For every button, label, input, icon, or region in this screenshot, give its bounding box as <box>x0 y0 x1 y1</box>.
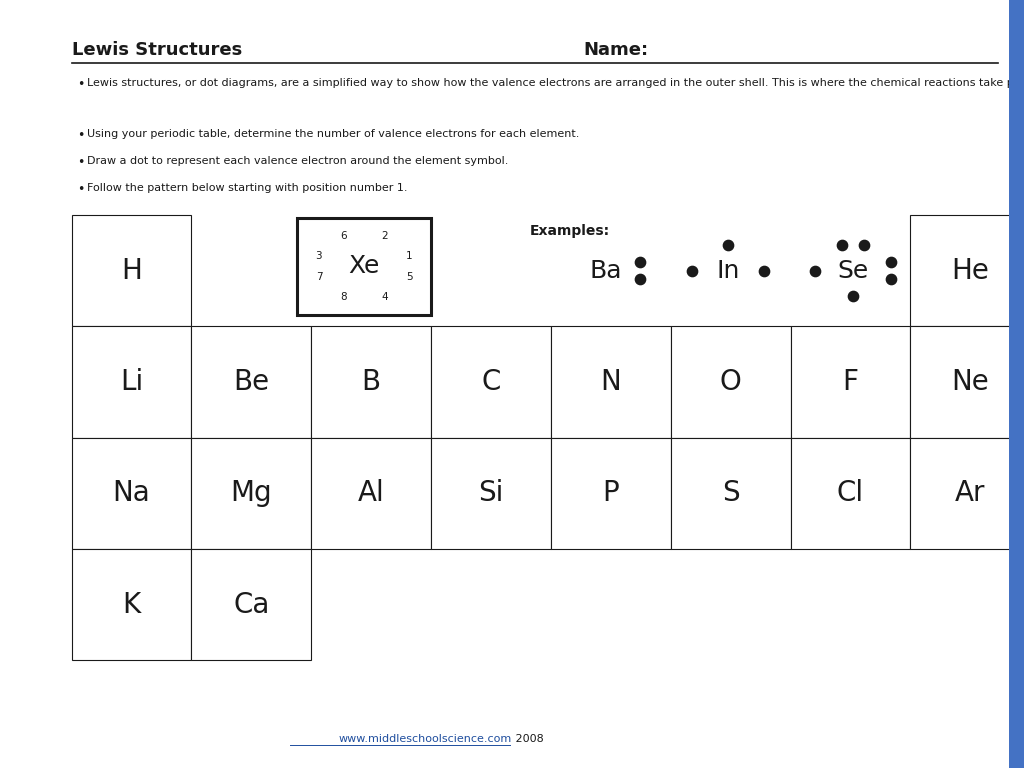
Bar <box>671 438 791 549</box>
Text: He: He <box>951 257 989 285</box>
Bar <box>311 438 431 549</box>
Text: S: S <box>722 479 739 508</box>
Text: 3: 3 <box>315 251 323 261</box>
Text: 2008: 2008 <box>512 733 544 744</box>
Text: Ca: Ca <box>233 591 269 619</box>
Text: P: P <box>602 479 620 508</box>
Text: F: F <box>843 368 858 396</box>
Bar <box>191 438 311 549</box>
Point <box>806 264 822 277</box>
Text: Ba: Ba <box>590 259 623 283</box>
Text: 2: 2 <box>381 231 388 241</box>
Point <box>720 240 736 252</box>
Point <box>856 240 872 252</box>
Bar <box>191 549 311 660</box>
Point <box>632 257 648 269</box>
Text: 7: 7 <box>315 272 323 282</box>
Bar <box>551 326 671 438</box>
Bar <box>791 326 910 438</box>
Text: Si: Si <box>478 479 504 508</box>
Text: •: • <box>77 129 84 142</box>
Text: Be: Be <box>233 368 269 396</box>
Text: O: O <box>720 368 741 396</box>
Text: Cl: Cl <box>837 479 864 508</box>
Text: Al: Al <box>357 479 385 508</box>
Bar <box>191 326 311 438</box>
Point <box>632 273 648 286</box>
Text: Li: Li <box>120 368 143 396</box>
Text: Lewis Structures: Lewis Structures <box>72 41 242 59</box>
Bar <box>671 326 791 438</box>
Text: Follow the pattern below starting with position number 1.: Follow the pattern below starting with p… <box>87 183 408 193</box>
Text: In: In <box>717 259 740 283</box>
Text: Ne: Ne <box>951 368 989 396</box>
Point <box>834 240 850 252</box>
Text: H: H <box>121 257 142 285</box>
Bar <box>910 326 1024 438</box>
Text: 5: 5 <box>406 272 413 282</box>
Text: C: C <box>481 368 501 396</box>
Text: Mg: Mg <box>230 479 272 508</box>
Text: 6: 6 <box>340 231 347 241</box>
Text: N: N <box>600 368 622 396</box>
Text: B: B <box>361 368 381 396</box>
Text: www.middleschoolscience.com: www.middleschoolscience.com <box>339 733 512 744</box>
Bar <box>551 438 671 549</box>
Text: •: • <box>77 183 84 196</box>
Text: •: • <box>77 156 84 169</box>
Bar <box>910 438 1024 549</box>
Point <box>883 257 899 269</box>
Bar <box>72 438 191 549</box>
Text: 4: 4 <box>381 292 388 302</box>
Text: Draw a dot to represent each valence electron around the element symbol.: Draw a dot to represent each valence ele… <box>87 156 508 166</box>
Text: 8: 8 <box>340 292 347 302</box>
Bar <box>297 218 431 315</box>
Point <box>883 273 899 286</box>
Bar <box>791 438 910 549</box>
Text: Examples:: Examples: <box>529 224 609 238</box>
Text: Na: Na <box>113 479 151 508</box>
Point <box>684 264 700 277</box>
Bar <box>1009 0 1024 768</box>
Point <box>756 264 772 277</box>
Text: Lewis structures, or dot diagrams, are a simplified way to show how the valence : Lewis structures, or dot diagrams, are a… <box>87 78 1024 88</box>
Text: Name:: Name: <box>584 41 649 59</box>
Bar <box>72 326 191 438</box>
Text: Xe: Xe <box>348 254 380 279</box>
Text: Ar: Ar <box>955 479 985 508</box>
Bar <box>72 549 191 660</box>
Text: Using your periodic table, determine the number of valence electrons for each el: Using your periodic table, determine the… <box>87 129 580 139</box>
Bar <box>431 326 551 438</box>
Text: K: K <box>123 591 140 619</box>
Bar <box>311 326 431 438</box>
Point <box>845 290 861 303</box>
Bar <box>431 438 551 549</box>
Bar <box>910 215 1024 326</box>
Bar <box>72 215 191 326</box>
Text: 1: 1 <box>406 251 413 261</box>
Text: •: • <box>77 78 84 91</box>
Text: Se: Se <box>838 259 868 283</box>
